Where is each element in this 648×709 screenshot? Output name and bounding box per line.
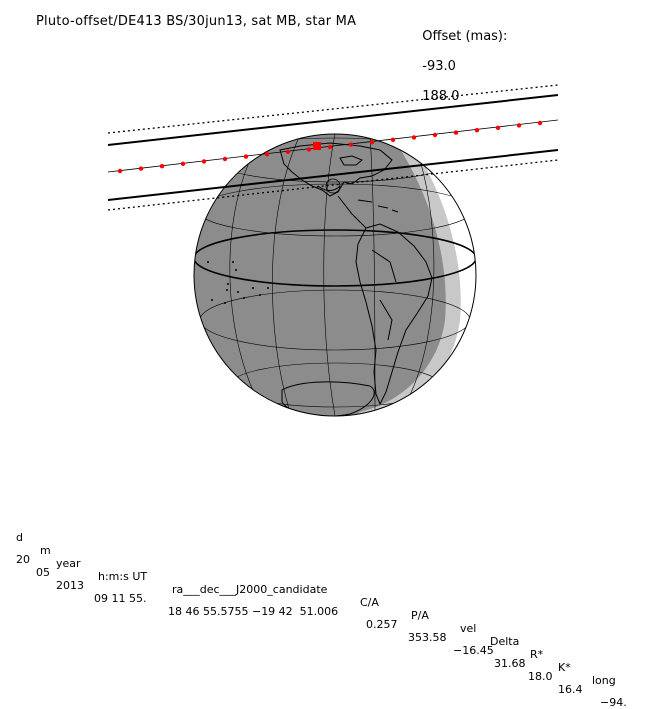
- shadow-path-lines: [107, 84, 559, 211]
- val-time: 09 11 55.: [94, 592, 147, 605]
- time-tick-dot: [453, 130, 459, 135]
- gulf-of-mexico: [317, 185, 341, 191]
- north-limit-dotted: [107, 84, 559, 134]
- time-tick-dot: [285, 149, 291, 154]
- closest-approach-marker: [313, 142, 321, 150]
- time-tick-dot: [516, 123, 522, 128]
- island-specks: [207, 261, 269, 304]
- south-limit: [107, 149, 559, 201]
- south-america-inland: [371, 249, 397, 341]
- central-america: [337, 195, 367, 229]
- time-tick-dot: [243, 154, 249, 159]
- time-tick-dot: [180, 161, 186, 166]
- globe-rim: [193, 133, 477, 417]
- sub-point-marker: [325, 178, 341, 194]
- north-america-outline: [279, 142, 393, 197]
- hdr-rstar: R*: [530, 648, 544, 661]
- time-tick-dot: [495, 125, 501, 130]
- time-tick-dot: [117, 168, 123, 174]
- table-value-row: 20 05 2013 09 11 55. 18 46 55.5755 −19 4…: [16, 540, 627, 709]
- val-kstar: 16.4: [558, 683, 583, 696]
- hdr-ca: C/A: [360, 596, 379, 609]
- time-tick-dot: [201, 159, 207, 164]
- val-vel: −16.45: [453, 644, 494, 657]
- time-tick-dot: [474, 128, 480, 133]
- hdr-time: h:m:s UT: [98, 570, 148, 583]
- hdr-year: year: [56, 557, 81, 570]
- hdr-month: m: [40, 544, 51, 557]
- val-pa: 353.58: [408, 631, 447, 644]
- south-america-outline: [355, 223, 433, 406]
- time-ticks: [117, 120, 543, 174]
- val-radec: 18 46 55.5755 −19 42 51.006: [168, 605, 339, 618]
- hdr-day: d: [16, 531, 23, 544]
- hdr-pa: P/A: [411, 609, 429, 622]
- val-rstar: 18.0: [528, 670, 553, 683]
- offset-label: Offset (mas):: [422, 29, 508, 44]
- time-tick-dot: [432, 132, 438, 138]
- val-long: −94.: [600, 696, 627, 709]
- time-tick-dot: [222, 156, 228, 162]
- val-delta: 31.68: [494, 657, 526, 670]
- time-tick-dot: [348, 142, 354, 147]
- hdr-delta: Delta: [490, 635, 520, 648]
- hdr-kstar: K*: [558, 661, 571, 674]
- time-tick-dot: [159, 164, 165, 169]
- continent-outlines: [279, 142, 433, 416]
- hdr-radec: ra___dec___J2000_candidate: [172, 583, 328, 596]
- time-tick-dot: [369, 140, 375, 145]
- time-tick-dot: [306, 147, 312, 152]
- time-tick-dot: [264, 152, 270, 157]
- south-limit-dotted: [107, 159, 559, 211]
- val-ca: 0.257: [366, 618, 398, 631]
- offset-y: 188.0: [422, 89, 460, 104]
- offset-x: -93.0: [422, 59, 456, 74]
- time-tick-dot: [327, 144, 333, 150]
- north-limit: [107, 94, 559, 146]
- caribbean-islands: [357, 199, 399, 213]
- great-lakes: [339, 155, 363, 166]
- plot-title: Pluto-offset/DE413 BS/30jun13, sat MB, s…: [36, 14, 357, 29]
- hdr-vel: vel: [460, 622, 477, 635]
- equator-line: [194, 229, 476, 287]
- time-tick-dot: [537, 120, 543, 126]
- occultation-globe-map: [107, 84, 559, 417]
- offset-readout: Offset (mas): -93.0 188.0: [414, 14, 507, 104]
- hdr-long: long: [592, 674, 616, 687]
- time-tick-dot: [411, 135, 417, 140]
- val-year: 2013: [56, 579, 84, 592]
- time-tick-dot: [138, 166, 144, 171]
- time-tick-dot: [390, 137, 396, 142]
- val-day: 20: [16, 553, 30, 566]
